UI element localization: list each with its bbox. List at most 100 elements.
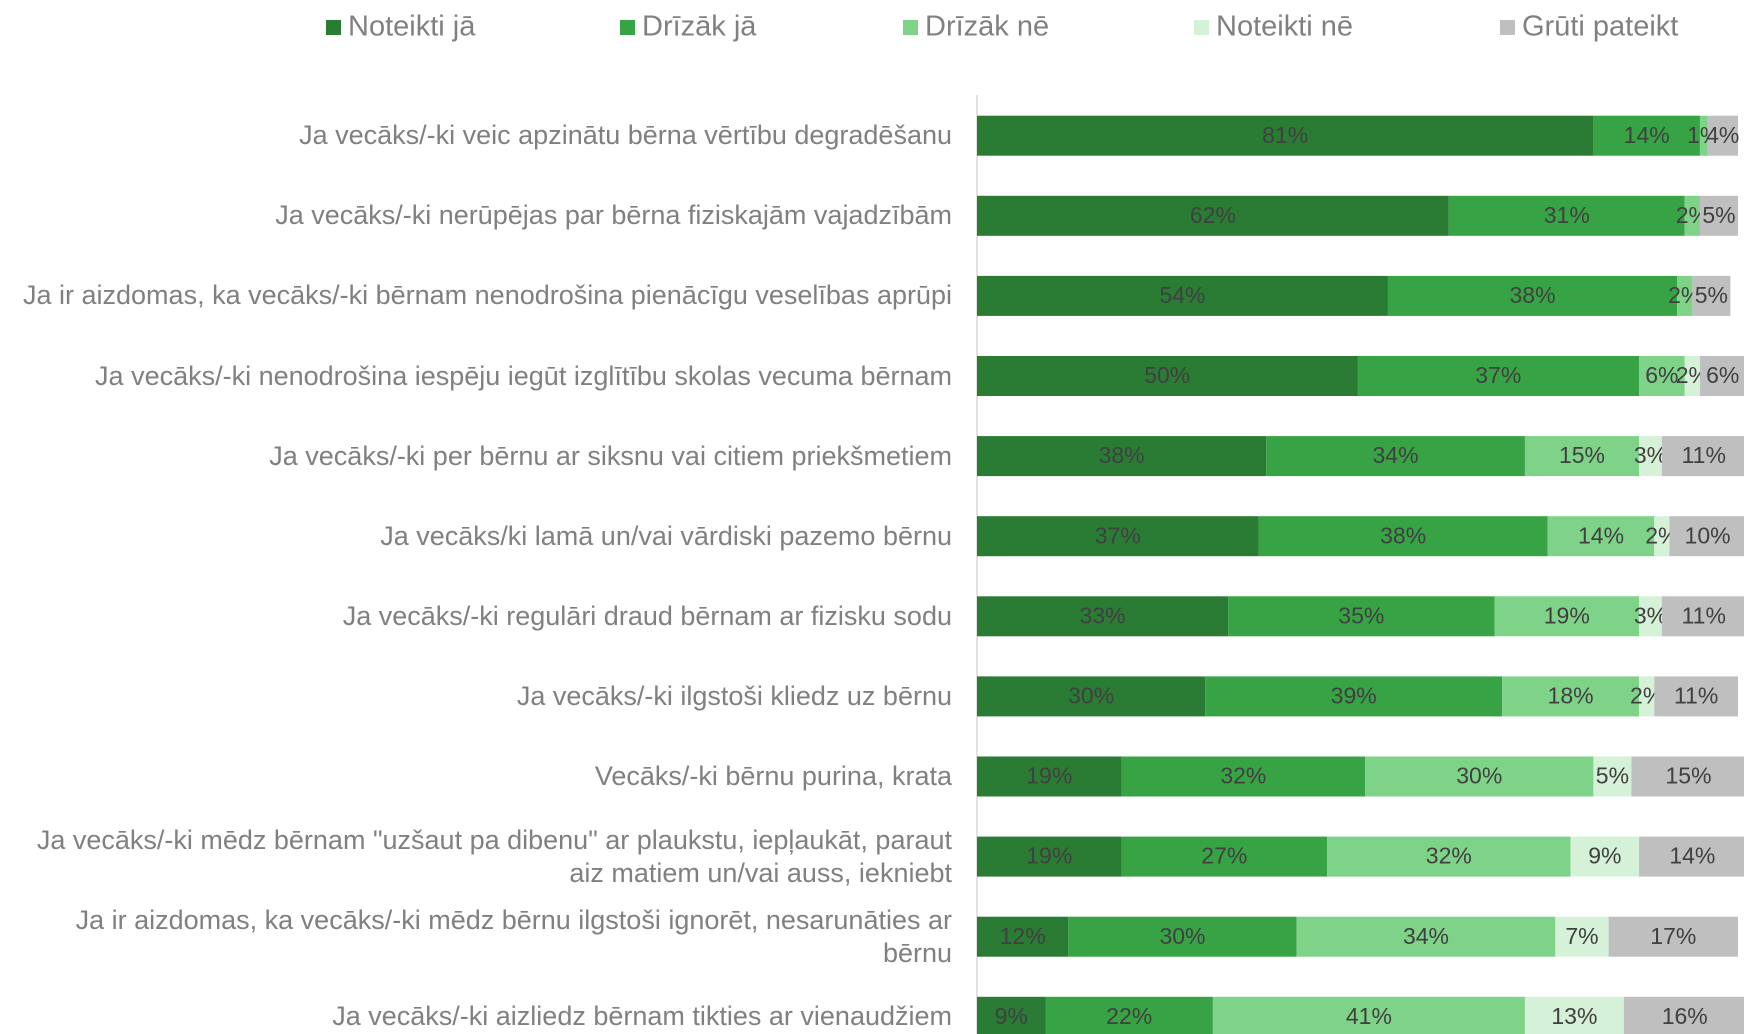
category-label: Ja vecāks/-ki mēdz bērnam "uzšaut pa dib…	[36, 824, 952, 888]
data-label: 11%	[1682, 442, 1726, 468]
data-label: 41%	[1346, 1003, 1392, 1029]
data-label: 37%	[1095, 522, 1141, 548]
bar-segment	[1707, 115, 1738, 156]
bar-segment	[1639, 596, 1662, 637]
bar-segment	[1357, 356, 1640, 396]
data-label: 5%	[1702, 202, 1735, 228]
data-label: 14%	[1669, 843, 1715, 869]
bar-segment	[1502, 676, 1640, 717]
data-label: 34%	[1403, 923, 1449, 949]
data-label: 7%	[1565, 923, 1598, 949]
bar-segment	[1296, 916, 1556, 957]
bar-segment	[1365, 756, 1594, 797]
legend-label: Grūti pateikt	[1522, 11, 1678, 43]
category-label: Ja vecāks/-ki ilgstoši kliedz uz bērnu	[516, 680, 952, 711]
category-label: Ja ir aizdomas, ka vecāks/-ki bērnam nen…	[23, 280, 952, 311]
data-label: 32%	[1220, 763, 1266, 789]
data-label: 10%	[1685, 522, 1731, 548]
data-label: 17%	[1650, 923, 1696, 949]
data-label: 30%	[1456, 763, 1502, 789]
bar-segment	[1661, 596, 1744, 637]
data-label: 5%	[1695, 282, 1728, 308]
legend-swatch	[1194, 20, 1209, 35]
legend-label: Drīzāk jā	[642, 11, 757, 43]
data-label: 15%	[1559, 442, 1605, 468]
bar-segment	[1266, 436, 1525, 477]
data-label: 11%	[1674, 682, 1718, 708]
data-label: 19%	[1544, 602, 1590, 628]
data-label: 14%	[1624, 122, 1670, 148]
bar-segment	[977, 195, 1449, 236]
data-label: 37%	[1475, 362, 1521, 388]
category-label: Ja vecāks/-ki nenodrošina iespēju iegūt …	[95, 360, 952, 391]
bar-segment	[1677, 275, 1693, 316]
data-label: 3%	[1634, 442, 1667, 468]
data-label: 19%	[1026, 843, 1072, 869]
bar-segment	[1699, 195, 1738, 236]
data-label: 27%	[1201, 843, 1247, 869]
bar-segment	[1547, 516, 1655, 557]
legend-label: Noteikti jā	[348, 11, 476, 43]
category-label: Ja vecāks/-ki per bērnu ar siksnu vai ci…	[269, 440, 952, 471]
bar-segment	[1639, 836, 1744, 877]
category-label: Vecāks/-ki bērnu purina, krata	[594, 761, 952, 791]
data-label: 14%	[1578, 522, 1624, 548]
bar-segment	[1212, 996, 1525, 1034]
data-label: 19%	[1026, 763, 1072, 789]
bar-segment	[1654, 676, 1738, 717]
data-label: 81%	[1262, 122, 1308, 148]
bar-segment	[1448, 195, 1685, 236]
bar-segment	[1654, 516, 1670, 557]
bar-segment	[1045, 996, 1213, 1034]
data-label: 39%	[1331, 682, 1377, 708]
data-label: 9%	[1588, 843, 1621, 869]
data-label: 22%	[1106, 1003, 1152, 1029]
bar-segment	[1524, 996, 1624, 1034]
bar-segment	[1555, 916, 1609, 957]
data-label: 12%	[1000, 923, 1046, 949]
bar-segment	[1631, 756, 1744, 797]
bar-segment	[977, 596, 1229, 637]
bar-segment	[977, 516, 1259, 557]
bar-segment	[1639, 356, 1685, 396]
bar-segment	[1684, 195, 1700, 236]
bar-segment	[1692, 275, 1731, 316]
bar-segment	[1258, 516, 1548, 557]
category-label: Ja ir aizdomas, ka vecāks/-ki mēdz bērnu…	[75, 904, 952, 968]
data-label: 30%	[1159, 923, 1205, 949]
legend-swatch	[903, 20, 918, 35]
category-label: Ja vecāks/-ki regulāri draud bērnam ar f…	[342, 600, 952, 631]
data-label: 62%	[1190, 202, 1236, 228]
data-label: 6%	[1645, 362, 1678, 388]
legend-swatch	[1500, 20, 1515, 35]
category-label: Ja vecāks/-ki veic apzinātu bērna vērtīb…	[299, 120, 952, 151]
data-label: 54%	[1159, 282, 1205, 308]
bar-segment	[1669, 516, 1744, 557]
data-label: 9%	[995, 1003, 1028, 1029]
bar-segment	[1228, 596, 1495, 637]
bar-segment	[1121, 836, 1328, 877]
bar-segment	[1699, 356, 1744, 396]
data-label: 34%	[1373, 442, 1419, 468]
bar-segment	[1121, 756, 1366, 797]
bar-segment	[1387, 275, 1678, 316]
legend-swatch	[326, 20, 341, 35]
data-label: 15%	[1666, 763, 1712, 789]
bar-segment	[977, 275, 1388, 316]
data-label: 50%	[1144, 362, 1190, 388]
bar-segment	[977, 836, 1122, 877]
bar-segment	[1068, 916, 1297, 957]
category-label: Ja vecāks/ki lamā un/vai vārdiski pazemo…	[380, 520, 952, 551]
data-label: 32%	[1426, 843, 1472, 869]
data-label: 35%	[1338, 602, 1384, 628]
bar-segment	[977, 115, 1594, 156]
legend-label: Drīzāk nē	[925, 11, 1049, 43]
bar-segment	[1494, 596, 1640, 637]
bar-segment	[1639, 676, 1655, 717]
data-label: 3%	[1634, 602, 1667, 628]
legend-label: Noteikti nē	[1216, 11, 1353, 43]
bar-segment	[977, 996, 1046, 1034]
data-label: 4%	[1706, 122, 1739, 148]
bar-segment	[1205, 676, 1503, 717]
bar-segment	[977, 676, 1206, 717]
